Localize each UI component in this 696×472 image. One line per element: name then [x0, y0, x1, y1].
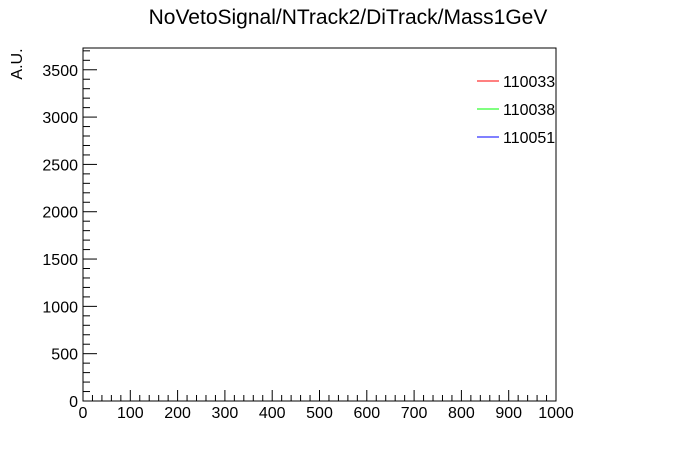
- axes: [82, 47, 557, 402]
- y-tick-label: 2500: [42, 157, 78, 174]
- x-tick-label: 700: [401, 405, 428, 422]
- y-tick-label: 3500: [42, 63, 78, 80]
- x-tick-label: 300: [212, 405, 239, 422]
- y-tick-label: 1000: [42, 299, 78, 316]
- x-tick-label: 400: [259, 405, 286, 422]
- x-tick-label: 900: [495, 405, 522, 422]
- y-tick-label: 500: [51, 347, 78, 364]
- y-tick-label: 0: [69, 394, 78, 411]
- x-axis: 0 100 200 300 400 500 600 700 800 900 1000: [79, 390, 574, 422]
- x-tick-label: 100: [117, 405, 144, 422]
- y-axis: 0 500 1000 1500 2000 2500 3000 3500: [42, 50, 97, 411]
- legend-label-110033: 110033: [503, 74, 555, 91]
- y-tick-label: 2000: [42, 205, 78, 222]
- legend-label-110051: 110051: [503, 130, 555, 147]
- x-tick-label: 600: [353, 405, 380, 422]
- x-tick-label: 200: [164, 405, 191, 422]
- legend: 110033 110038 110051: [477, 74, 555, 147]
- plot-frame: [82, 47, 557, 402]
- chart-title: NoVetoSignal/NTrack2/DiTrack/Mass1GeV: [149, 6, 548, 29]
- y-tick-label: 1500: [42, 252, 78, 269]
- y-tick-label: 3000: [42, 110, 78, 127]
- x-tick-label: 500: [306, 405, 333, 422]
- x-tick-label: 1000: [538, 405, 574, 422]
- x-tick-label: 800: [448, 405, 475, 422]
- y-axis-label: A.U.: [9, 48, 26, 79]
- legend-label-110038: 110038: [503, 102, 555, 119]
- x-tick-label: 0: [79, 405, 88, 422]
